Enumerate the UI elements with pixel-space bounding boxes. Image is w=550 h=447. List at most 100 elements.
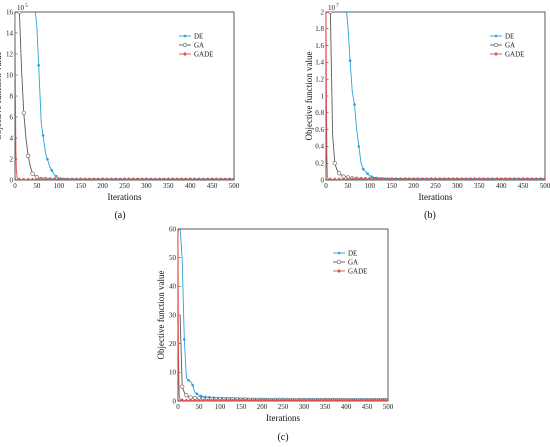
x-tick-label: 350: [163, 182, 174, 190]
y-axis-label: Objective function value: [304, 52, 314, 141]
x-tick-label: 350: [474, 182, 485, 190]
legend-label: DE: [505, 33, 514, 41]
data-point-gade: [322, 398, 328, 401]
x-tick-label: 150: [75, 182, 86, 190]
data-point-ga: [180, 384, 185, 389]
data-point-gade: [354, 177, 359, 180]
data-point-gade: [331, 398, 336, 401]
legend-label: GADE: [348, 268, 367, 276]
legend-label: GADE: [194, 51, 213, 59]
y-tick-label: 60: [169, 225, 177, 233]
series-line-de: [346, 12, 545, 180]
data-point-gade: [389, 177, 394, 180]
data-point-gade: [96, 177, 101, 180]
data-point-gade: [192, 398, 197, 401]
data-point-de: [183, 338, 186, 341]
data-point-gade: [251, 398, 256, 401]
data-point-gade: [87, 177, 92, 180]
data-point-gade: [247, 398, 252, 401]
data-point-gade: [174, 177, 180, 180]
x-tick-label: 250: [119, 182, 130, 190]
x-tick-label: 450: [207, 182, 218, 190]
data-point-de: [366, 172, 369, 175]
y-tick-label: 0: [321, 176, 325, 184]
y-tick-label: 2: [321, 8, 325, 16]
series-line-de: [34, 12, 234, 180]
data-point-gade: [507, 177, 513, 180]
data-point-gade: [131, 177, 136, 180]
data-point-gade: [209, 177, 215, 180]
series-gade: [15, 12, 234, 180]
data-point-gade: [184, 398, 189, 401]
data-point-gade: [255, 398, 260, 401]
y-tick-label: 16: [6, 8, 14, 16]
y-tick-label: 6: [10, 113, 14, 121]
data-point-gade: [43, 177, 48, 180]
data-point-gade: [503, 177, 508, 180]
data-point-gade: [534, 177, 539, 180]
data-point-gade: [227, 177, 232, 180]
data-point-gade: [433, 177, 438, 180]
data-point-gade: [52, 177, 57, 180]
legend-entry-gade: GADE: [179, 51, 213, 59]
data-point-gade: [188, 398, 193, 401]
x-tick-label: 150: [386, 182, 397, 190]
data-point-gade: [25, 177, 31, 180]
data-point-de: [344, 2, 347, 5]
data-point-gade: [178, 229, 181, 232]
data-point-gade: [360, 398, 365, 401]
data-point-gade: [494, 177, 500, 180]
data-point-gade: [148, 177, 153, 180]
data-point-de: [54, 174, 58, 178]
y-tick-label: 1.4: [315, 59, 324, 67]
data-point-gade: [157, 177, 162, 180]
data-point-gade: [166, 177, 171, 180]
y-tick-label: 0.4: [315, 143, 324, 151]
data-point-de: [361, 167, 365, 171]
x-tick-label: 400: [496, 182, 507, 190]
data-point-gade: [183, 177, 189, 180]
data-point-ga: [26, 153, 31, 158]
data-point-gade: [117, 177, 123, 180]
x-tick-label: 400: [341, 403, 352, 411]
data-point-ga: [30, 171, 35, 176]
data-point-gade: [335, 398, 340, 401]
data-point-gade: [385, 177, 390, 180]
x-tick-label: 100: [365, 182, 376, 190]
x-tick-label: 250: [430, 182, 441, 190]
data-point-gade: [407, 177, 412, 180]
x-tick-label: 300: [299, 403, 310, 411]
y-tick-label: 30: [169, 311, 177, 319]
data-point-gade: [226, 398, 231, 401]
data-point-gade: [280, 398, 286, 401]
data-point-de: [37, 64, 40, 67]
x-tick-label: 450: [518, 182, 529, 190]
data-point-gade: [47, 177, 53, 180]
x-tick-label: 450: [362, 403, 373, 411]
y-axis-multiplier: 10: [328, 4, 336, 12]
data-point-gade: [499, 177, 504, 180]
x-tick-label: 150: [236, 403, 247, 411]
data-point-gade: [297, 398, 302, 401]
data-point-gade: [180, 398, 185, 401]
data-point-gade: [516, 177, 521, 180]
data-point-gade: [139, 177, 145, 180]
legend-entry-de: DE: [333, 250, 357, 258]
data-point-gade: [437, 177, 443, 180]
data-point-gade: [238, 398, 244, 401]
data-point-de: [348, 59, 352, 63]
data-point-gade: [327, 398, 332, 401]
data-point-gade: [126, 177, 132, 180]
data-point-gade: [272, 398, 277, 401]
legend-label: GADE: [505, 51, 524, 59]
series-de: [34, 12, 234, 180]
data-point-gade: [293, 398, 298, 401]
data-point-gade: [230, 398, 235, 401]
data-point-de: [357, 145, 361, 148]
data-point-de: [370, 175, 374, 178]
data-point-gade: [30, 177, 35, 180]
x-tick-label: 0: [176, 403, 180, 411]
legend-label: DE: [348, 250, 357, 258]
data-point-de: [199, 394, 203, 398]
